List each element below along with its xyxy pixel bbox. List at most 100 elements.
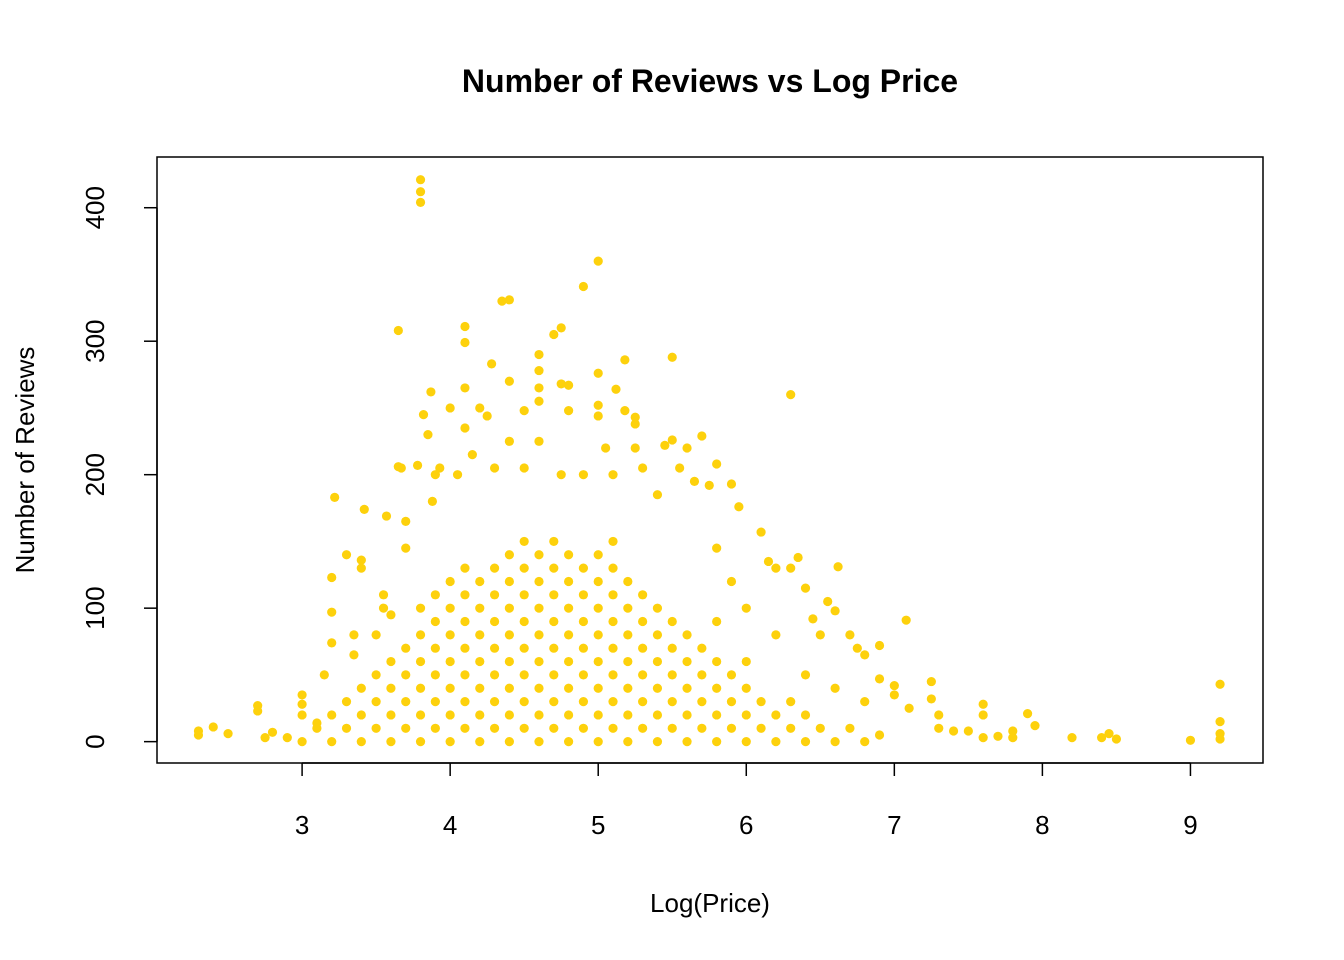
- point: [401, 723, 411, 733]
- point: [823, 596, 833, 607]
- point: [319, 670, 329, 680]
- point: [534, 630, 544, 640]
- point: [697, 670, 707, 680]
- point: [786, 723, 796, 733]
- y-tick-label: 0: [80, 734, 110, 748]
- point: [682, 710, 692, 720]
- x-tick-label: 6: [739, 810, 753, 840]
- point: [601, 443, 611, 453]
- point: [556, 323, 566, 333]
- point: [519, 590, 529, 600]
- point: [534, 710, 544, 720]
- point: [771, 563, 781, 573]
- point: [430, 723, 440, 733]
- point: [1215, 734, 1225, 744]
- point: [845, 630, 855, 640]
- point: [349, 650, 359, 660]
- point: [415, 187, 426, 197]
- point: [978, 733, 988, 743]
- point: [412, 460, 423, 470]
- point: [396, 463, 406, 473]
- point: [978, 710, 988, 720]
- point: [623, 603, 633, 613]
- point: [430, 616, 440, 627]
- point: [297, 699, 307, 709]
- point: [756, 696, 766, 707]
- point: [830, 737, 840, 747]
- point: [1030, 721, 1040, 731]
- point: [282, 733, 292, 743]
- point: [475, 737, 485, 747]
- point: [519, 670, 529, 680]
- point: [504, 376, 514, 386]
- point: [578, 590, 589, 600]
- point: [504, 295, 514, 305]
- point: [638, 723, 648, 733]
- point: [620, 406, 630, 416]
- point: [593, 710, 603, 720]
- point: [564, 550, 574, 560]
- point: [430, 470, 440, 480]
- point: [519, 536, 529, 547]
- point: [638, 616, 648, 627]
- point: [489, 563, 500, 573]
- point: [475, 403, 485, 413]
- point: [578, 563, 589, 573]
- point: [682, 443, 692, 453]
- point: [1185, 735, 1196, 745]
- point: [504, 576, 514, 587]
- point: [652, 656, 663, 667]
- point: [675, 463, 685, 473]
- point: [435, 463, 445, 473]
- point: [741, 737, 751, 747]
- point: [593, 683, 603, 693]
- point: [608, 536, 618, 547]
- point: [564, 710, 574, 720]
- point: [638, 696, 648, 707]
- point: [487, 359, 497, 369]
- point: [638, 463, 648, 473]
- point: [697, 696, 707, 707]
- point: [786, 389, 796, 400]
- point: [712, 543, 722, 553]
- point: [771, 630, 781, 640]
- point: [445, 683, 455, 693]
- point: [401, 670, 411, 680]
- point: [771, 737, 781, 747]
- point: [460, 337, 470, 348]
- point: [467, 450, 477, 460]
- point: [415, 630, 426, 640]
- y-tick-label: 200: [80, 453, 110, 496]
- point: [460, 696, 470, 707]
- point: [578, 470, 589, 480]
- point: [763, 556, 774, 567]
- point: [415, 656, 426, 667]
- point: [504, 436, 514, 446]
- point: [901, 615, 911, 625]
- point: [623, 576, 633, 587]
- point: [504, 710, 514, 720]
- point: [356, 563, 366, 573]
- point: [460, 383, 470, 393]
- point: [534, 365, 544, 376]
- point: [682, 683, 692, 693]
- point: [564, 406, 574, 416]
- point: [712, 656, 722, 667]
- point: [489, 723, 500, 733]
- point: [489, 463, 500, 473]
- point: [800, 583, 811, 593]
- point: [401, 643, 411, 653]
- point: [1022, 709, 1033, 719]
- point: [630, 412, 640, 422]
- point: [556, 470, 566, 480]
- point: [578, 696, 589, 707]
- point: [978, 699, 988, 709]
- point: [504, 550, 514, 560]
- point: [704, 480, 714, 490]
- point: [549, 329, 559, 340]
- point: [652, 737, 663, 747]
- point: [423, 430, 433, 440]
- point: [874, 730, 885, 740]
- point: [934, 723, 944, 733]
- point: [415, 175, 426, 185]
